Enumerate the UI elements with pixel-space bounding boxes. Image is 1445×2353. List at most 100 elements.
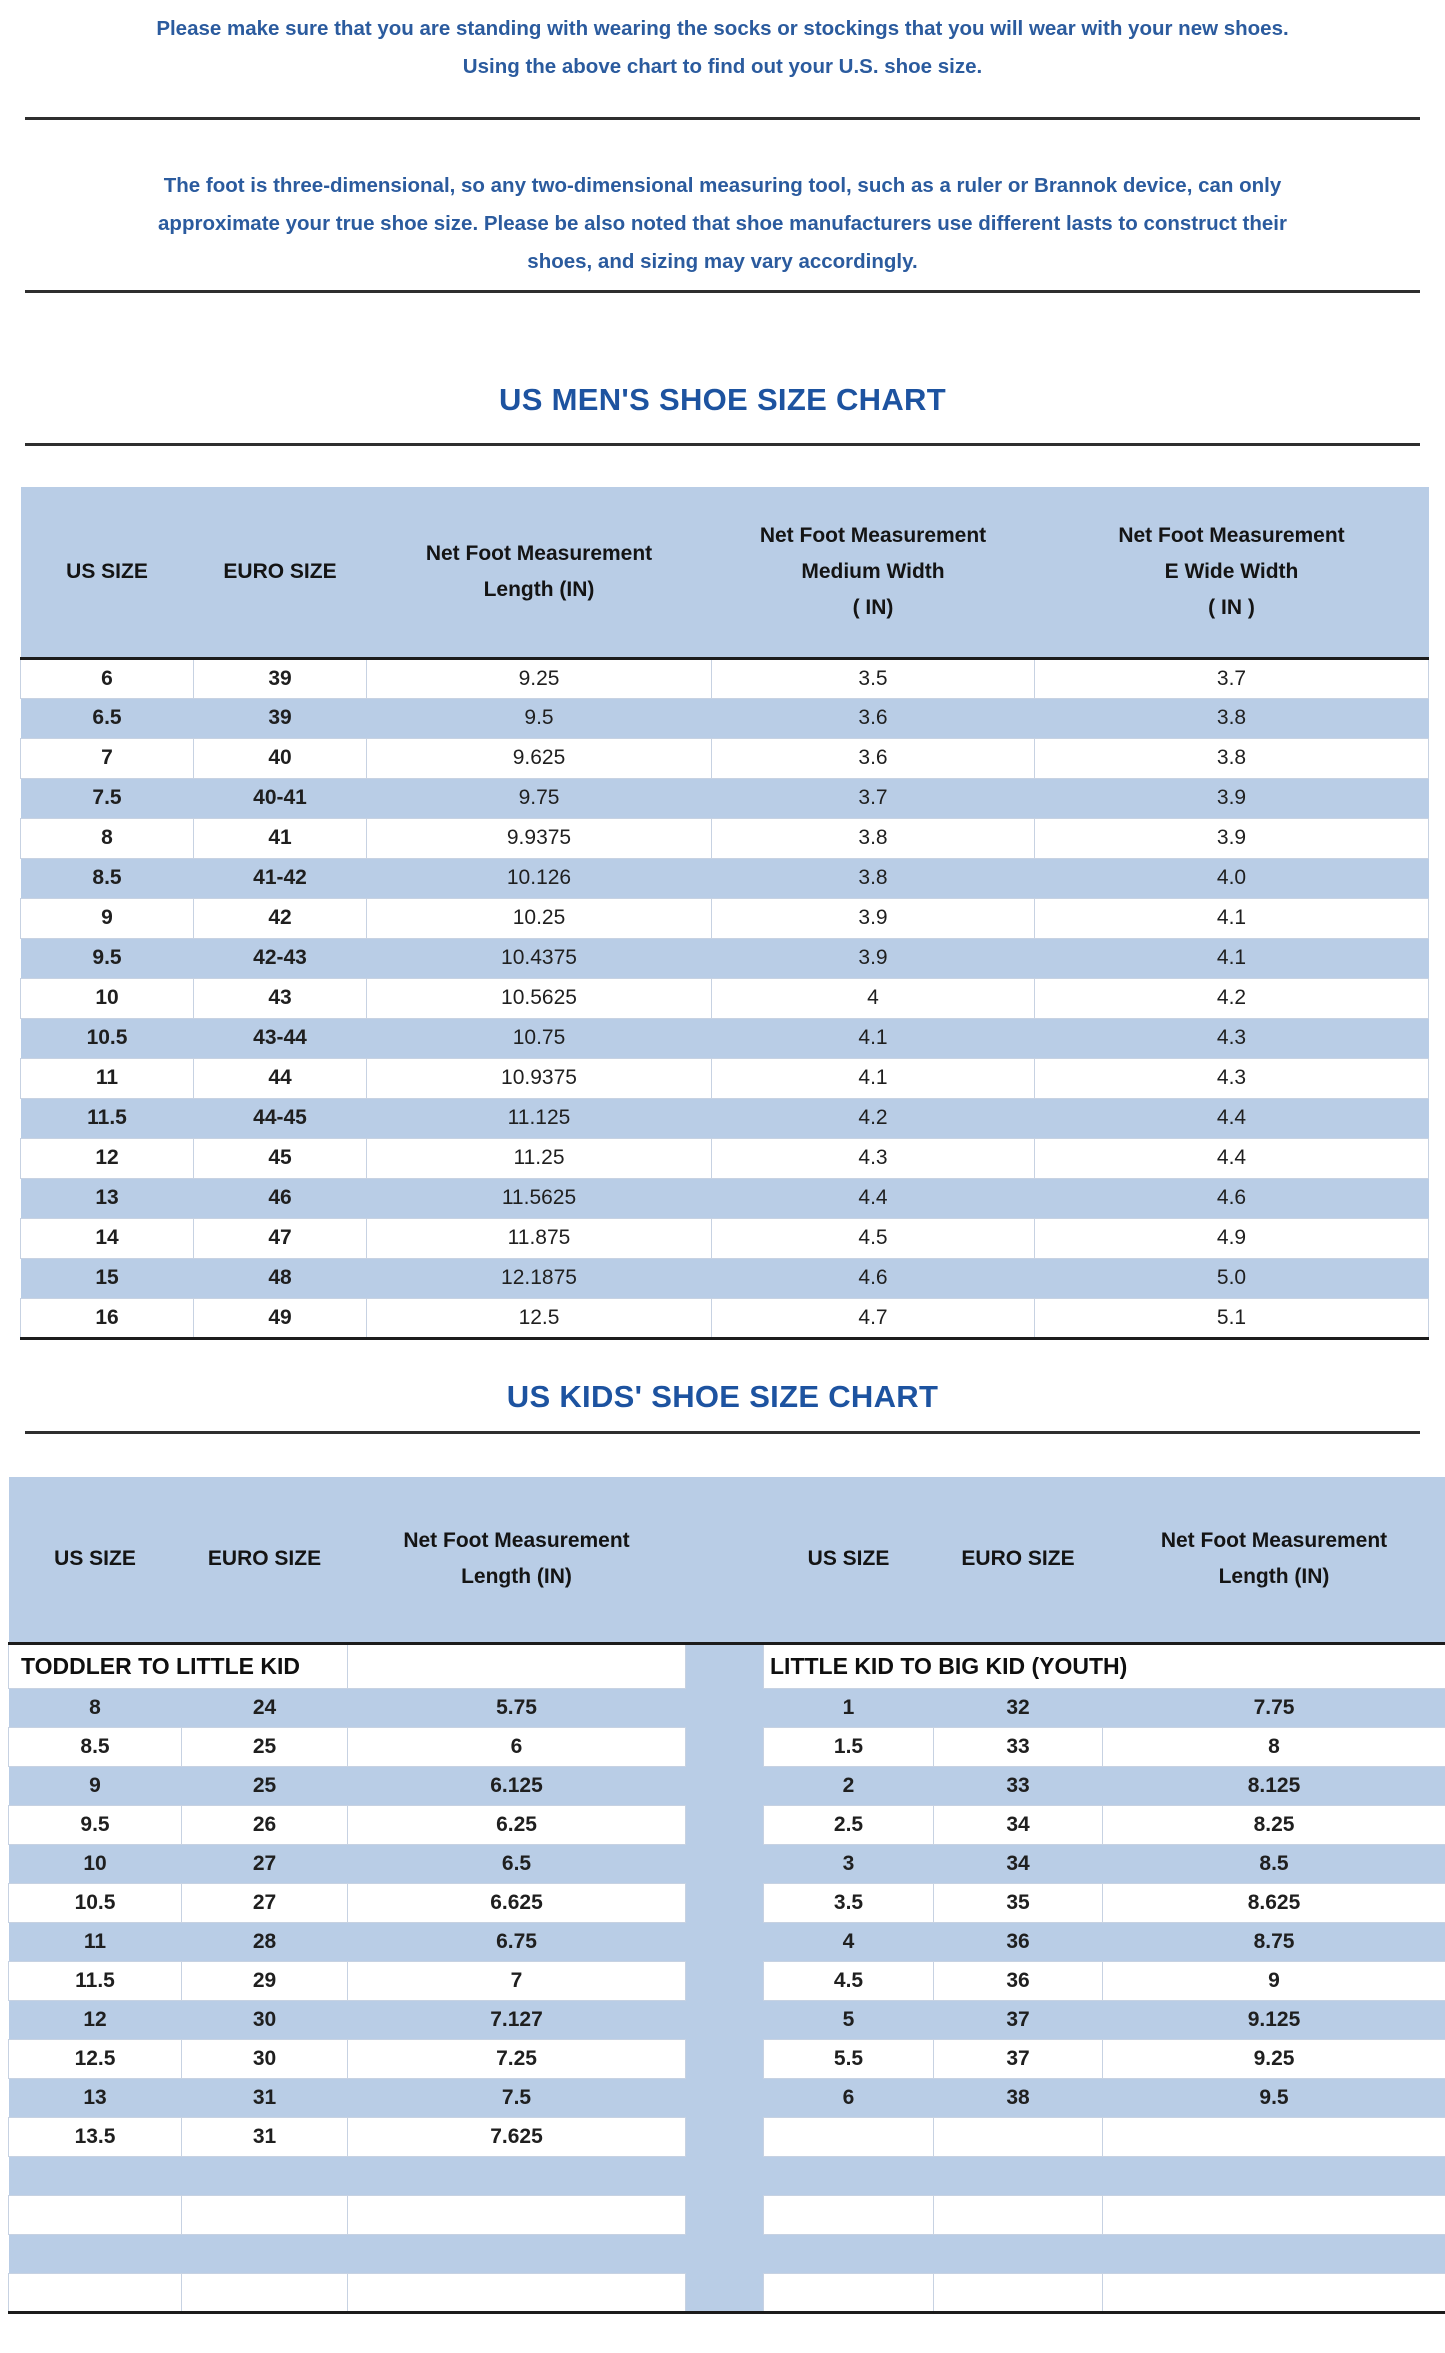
mens-cell-length: 12.1875	[366, 1258, 712, 1298]
kids-right-cell-euro-size: 36	[933, 1961, 1103, 2001]
kids-section-row: TODDLER TO LITTLE KID LITTLE KID TO BIG …	[8, 1643, 1445, 1689]
kids-left-cell-length: 6.5	[347, 1844, 686, 1884]
mens-cell-euro-size: 40-41	[193, 778, 367, 818]
mens-chart-title: US MEN'S SHOE SIZE CHART	[499, 382, 946, 417]
mens-cell-medium-width: 3.8	[711, 858, 1035, 898]
header-line: Length (IN)	[1218, 1565, 1330, 1589]
kids-table-row: 9 25 6.125 2 33 8.125	[8, 1766, 1445, 1806]
mens-cell-e-wide-width: 4.3	[1034, 1018, 1429, 1058]
intro-p2-line-2: approximate your true shoe size. Please …	[158, 212, 1287, 235]
kids-right-cell-length: 8.75	[1102, 1922, 1445, 1962]
kids-left-cell-length	[347, 2234, 686, 2274]
kids-left-cell-euro-size: 27	[181, 1883, 348, 1923]
kids-right-cell-length: 7.75	[1102, 1688, 1445, 1728]
kids-header-gap	[685, 1476, 764, 1645]
kids-gap-cell	[685, 1805, 764, 1845]
mens-cell-e-wide-width: 4.1	[1034, 897, 1429, 939]
kids-left-cell-euro-size: 26	[181, 1805, 348, 1845]
kids-right-cell-us-size: 4.5	[763, 1961, 934, 2001]
kids-right-header-length: Net Foot Measurement Length (IN)	[1102, 1476, 1445, 1645]
kids-left-cell-length: 6.125	[347, 1766, 686, 1806]
mens-cell-length: 9.75	[366, 778, 712, 818]
mens-cell-us-size: 13	[20, 1178, 194, 1218]
kids-right-cell-us-size: 2.5	[763, 1805, 934, 1845]
kids-right-cell-euro-size: 37	[933, 2039, 1103, 2079]
kids-right-cell-euro-size: 35	[933, 1883, 1103, 1923]
kids-right-cell-euro-size: 34	[933, 1844, 1103, 1884]
kids-right-cell-us-size	[763, 2273, 934, 2313]
mens-table-row: 6.5 39 9.5 3.6 3.8	[20, 698, 1429, 738]
kids-right-cell-us-size: 4	[763, 1922, 934, 1962]
kids-right-cell-us-size: 1.5	[763, 1727, 934, 1767]
mens-size-table: US SIZE EURO SIZE Net Foot Measurement Leng…	[20, 487, 1429, 1340]
mens-cell-us-size: 11	[20, 1057, 194, 1099]
header-line: Net Foot Measurement	[759, 523, 987, 547]
kids-right-cell-euro-size: 37	[933, 2000, 1103, 2040]
mens-cell-medium-width: 3.7	[711, 778, 1035, 818]
kids-left-cell-euro-size: 30	[181, 2000, 348, 2040]
kids-left-cell-length: 5.75	[347, 1688, 686, 1728]
mens-cell-euro-size: 43-44	[193, 1018, 367, 1058]
mens-cell-medium-width: 3.6	[711, 737, 1035, 779]
mens-cell-us-size: 9.5	[20, 938, 194, 978]
kids-left-cell-euro-size: 31	[181, 2117, 348, 2157]
mens-table-row: 10.5 43-44 10.75 4.1 4.3	[20, 1018, 1429, 1058]
mens-table-row: 8.5 41-42 10.126 3.8 4.0	[20, 858, 1429, 898]
mens-cell-euro-size: 44-45	[193, 1098, 367, 1138]
kids-left-cell-us-size	[8, 2273, 182, 2313]
kids-gap-cell	[685, 1643, 764, 1689]
kids-gap-cell	[685, 1883, 764, 1923]
mens-cell-us-size: 12	[20, 1137, 194, 1179]
kids-gap-cell	[685, 2039, 764, 2079]
kids-gap-cell	[685, 1766, 764, 1806]
mens-cell-us-size: 11.5	[20, 1098, 194, 1138]
kids-gap-cell	[685, 1844, 764, 1884]
mens-header-e-wide-width: Net Foot Measurement E Wide Width ( IN )	[1034, 487, 1429, 660]
header-line: ( IN )	[1208, 595, 1255, 619]
kids-right-cell-length: 8.625	[1102, 1883, 1445, 1923]
kids-left-header-length: Net Foot Measurement Length (IN)	[347, 1476, 686, 1645]
kids-table-row: 11 28 6.75 4 36 8.75	[8, 1922, 1445, 1962]
kids-left-cell-length: 6.25	[347, 1805, 686, 1845]
kids-left-cell-euro-size: 29	[181, 1961, 348, 2001]
kids-left-cell-euro-size: 28	[181, 1922, 348, 1962]
mens-table-row: 14 47 11.875 4.5 4.9	[20, 1217, 1429, 1259]
mens-table-row: 16 49 12.5 4.7 5.1	[20, 1297, 1429, 1339]
kids-right-cell-length	[1102, 2156, 1445, 2196]
mens-cell-medium-width: 4.4	[711, 1178, 1035, 1218]
separator-line-4	[25, 1430, 1420, 1434]
kids-right-cell-length	[1102, 2195, 1445, 2235]
mens-cell-length: 10.9375	[366, 1057, 712, 1099]
mens-cell-us-size: 7.5	[20, 778, 194, 818]
mens-cell-medium-width: 3.6	[711, 698, 1035, 738]
mens-cell-e-wide-width: 4.4	[1034, 1137, 1429, 1179]
mens-cell-euro-size: 39	[193, 657, 367, 699]
mens-cell-length: 12.5	[366, 1297, 712, 1339]
kids-gap-cell	[685, 2273, 764, 2313]
header-line: US SIZE	[807, 1547, 890, 1571]
kids-table-row: 8 24 5.75 1 32 7.75	[8, 1688, 1445, 1728]
kids-left-cell-length: 7	[347, 1961, 686, 2001]
kids-right-cell-length: 9.5	[1102, 2078, 1445, 2118]
mens-cell-e-wide-width: 4.9	[1034, 1217, 1429, 1259]
kids-right-cell-length: 9.25	[1102, 2039, 1445, 2079]
kids-table-row: 10.5 27 6.625 3.5 35 8.625	[8, 1883, 1445, 1923]
mens-header-us-size: US SIZE	[20, 487, 194, 660]
mens-cell-length: 9.25	[366, 657, 712, 699]
mens-cell-euro-size: 46	[193, 1178, 367, 1218]
kids-right-cell-us-size	[763, 2195, 934, 2235]
header-line: EURO SIZE	[207, 1547, 322, 1571]
kids-right-cell-us-size: 3	[763, 1844, 934, 1884]
mens-cell-medium-width: 3.9	[711, 897, 1035, 939]
mens-cell-e-wide-width: 3.9	[1034, 817, 1429, 859]
mens-cell-e-wide-width: 4.0	[1034, 858, 1429, 898]
mens-table-row: 10 43 10.5625 4 4.2	[20, 977, 1429, 1019]
mens-cell-medium-width: 4.7	[711, 1297, 1035, 1339]
kids-table-row: 8.5 25 6 1.5 33 8	[8, 1727, 1445, 1767]
kids-left-cell-length: 7.127	[347, 2000, 686, 2040]
kids-left-cell-euro-size: 31	[181, 2078, 348, 2118]
mens-cell-medium-width: 3.5	[711, 657, 1035, 699]
kids-left-cell-us-size: 13.5	[8, 2117, 182, 2157]
separator-line-1	[25, 117, 1420, 120]
kids-left-cell-us-size: 10	[8, 1844, 182, 1884]
